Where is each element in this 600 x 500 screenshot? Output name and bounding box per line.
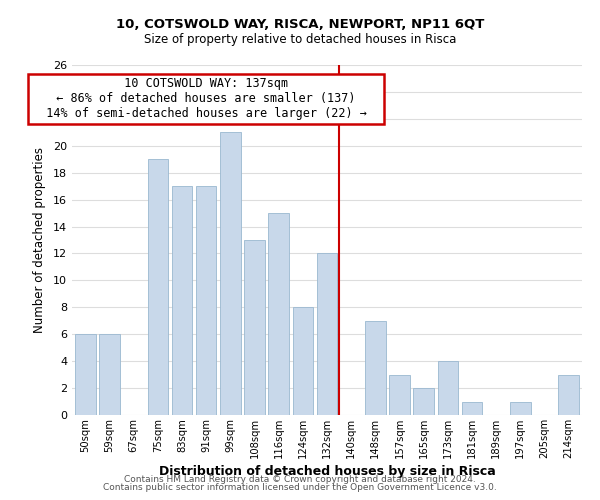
Bar [220, 132, 241, 415]
Bar [437, 361, 458, 415]
Text: 10, COTSWOLD WAY, RISCA, NEWPORT, NP11 6QT: 10, COTSWOLD WAY, RISCA, NEWPORT, NP11 6… [116, 18, 484, 30]
Bar [75, 334, 95, 415]
Text: Size of property relative to detached houses in Risca: Size of property relative to detached ho… [144, 32, 456, 46]
Text: Contains HM Land Registry data © Crown copyright and database right 2024.: Contains HM Land Registry data © Crown c… [124, 475, 476, 484]
Bar [413, 388, 434, 415]
Bar [293, 308, 313, 415]
Bar [389, 374, 410, 415]
Y-axis label: Number of detached properties: Number of detached properties [33, 147, 46, 333]
X-axis label: Distribution of detached houses by size in Risca: Distribution of detached houses by size … [158, 465, 496, 478]
Bar [148, 159, 168, 415]
Text: 10 COTSWOLD WAY: 137sqm  
  ← 86% of detached houses are smaller (137)  
  14% o: 10 COTSWOLD WAY: 137sqm ← 86% of detache… [32, 77, 381, 120]
Bar [510, 402, 530, 415]
Bar [462, 402, 482, 415]
Bar [559, 374, 579, 415]
Bar [196, 186, 217, 415]
Bar [268, 213, 289, 415]
Text: Contains public sector information licensed under the Open Government Licence v3: Contains public sector information licen… [103, 483, 497, 492]
Bar [317, 254, 337, 415]
Bar [365, 321, 386, 415]
Bar [244, 240, 265, 415]
Bar [172, 186, 192, 415]
Bar [99, 334, 120, 415]
